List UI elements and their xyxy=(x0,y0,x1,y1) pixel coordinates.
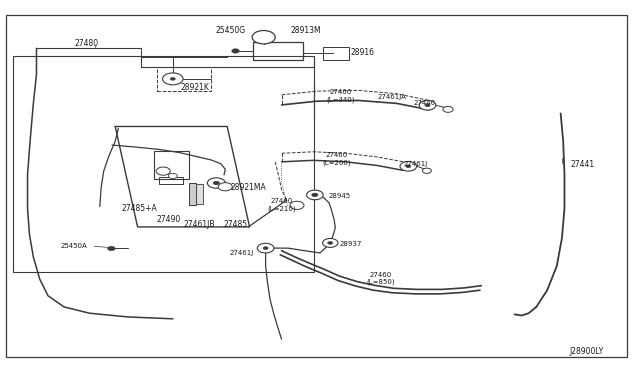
Text: 27460
(L=440): 27460 (L=440) xyxy=(326,89,355,103)
Circle shape xyxy=(443,106,453,112)
Circle shape xyxy=(252,31,275,44)
Circle shape xyxy=(108,246,115,251)
Bar xyxy=(323,47,349,60)
Bar xyxy=(253,42,303,60)
Text: 27461JA: 27461JA xyxy=(377,94,406,100)
Circle shape xyxy=(213,181,220,185)
Text: 27485: 27485 xyxy=(223,220,248,229)
Text: 28916: 28916 xyxy=(351,48,375,57)
Bar xyxy=(189,183,196,205)
Circle shape xyxy=(170,77,175,80)
Bar xyxy=(196,184,203,204)
Text: 27440: 27440 xyxy=(413,100,435,106)
Text: 25450G: 25450G xyxy=(215,26,246,35)
Text: 27460
(L=200): 27460 (L=200) xyxy=(323,153,351,166)
Text: 28921K: 28921K xyxy=(180,83,210,92)
Bar xyxy=(13,56,314,272)
Text: 25450A: 25450A xyxy=(61,243,88,249)
Bar xyxy=(157,67,211,91)
Circle shape xyxy=(425,104,430,107)
Bar xyxy=(154,151,189,179)
Circle shape xyxy=(163,73,183,85)
Circle shape xyxy=(307,190,323,200)
Text: 27461JB: 27461JB xyxy=(184,220,216,229)
Circle shape xyxy=(218,183,232,191)
Text: J28900LY: J28900LY xyxy=(570,347,604,356)
Text: 27441: 27441 xyxy=(571,160,595,169)
Text: 27460
(L=850): 27460 (L=850) xyxy=(367,272,395,285)
Circle shape xyxy=(400,161,417,171)
Text: 28913M: 28913M xyxy=(291,26,321,35)
Text: 27490: 27490 xyxy=(157,215,181,224)
Circle shape xyxy=(257,243,274,253)
Circle shape xyxy=(419,100,436,110)
Text: 28945: 28945 xyxy=(329,193,351,199)
Text: 27461J: 27461J xyxy=(404,161,428,167)
Text: 27485+A: 27485+A xyxy=(122,204,157,213)
Circle shape xyxy=(207,178,225,188)
Circle shape xyxy=(312,193,318,197)
Circle shape xyxy=(156,167,170,175)
Text: 27461J: 27461J xyxy=(230,250,254,256)
Circle shape xyxy=(406,165,411,168)
Circle shape xyxy=(422,168,431,173)
Circle shape xyxy=(328,241,333,244)
Text: 27460
(L=210): 27460 (L=210) xyxy=(268,198,296,212)
Circle shape xyxy=(263,247,268,250)
Text: 28921MA: 28921MA xyxy=(230,183,266,192)
Circle shape xyxy=(168,173,177,179)
Circle shape xyxy=(290,201,304,209)
Circle shape xyxy=(232,49,239,53)
Text: 28937: 28937 xyxy=(339,241,362,247)
Text: 27480: 27480 xyxy=(74,39,99,48)
Bar xyxy=(159,177,183,184)
Circle shape xyxy=(323,238,338,247)
